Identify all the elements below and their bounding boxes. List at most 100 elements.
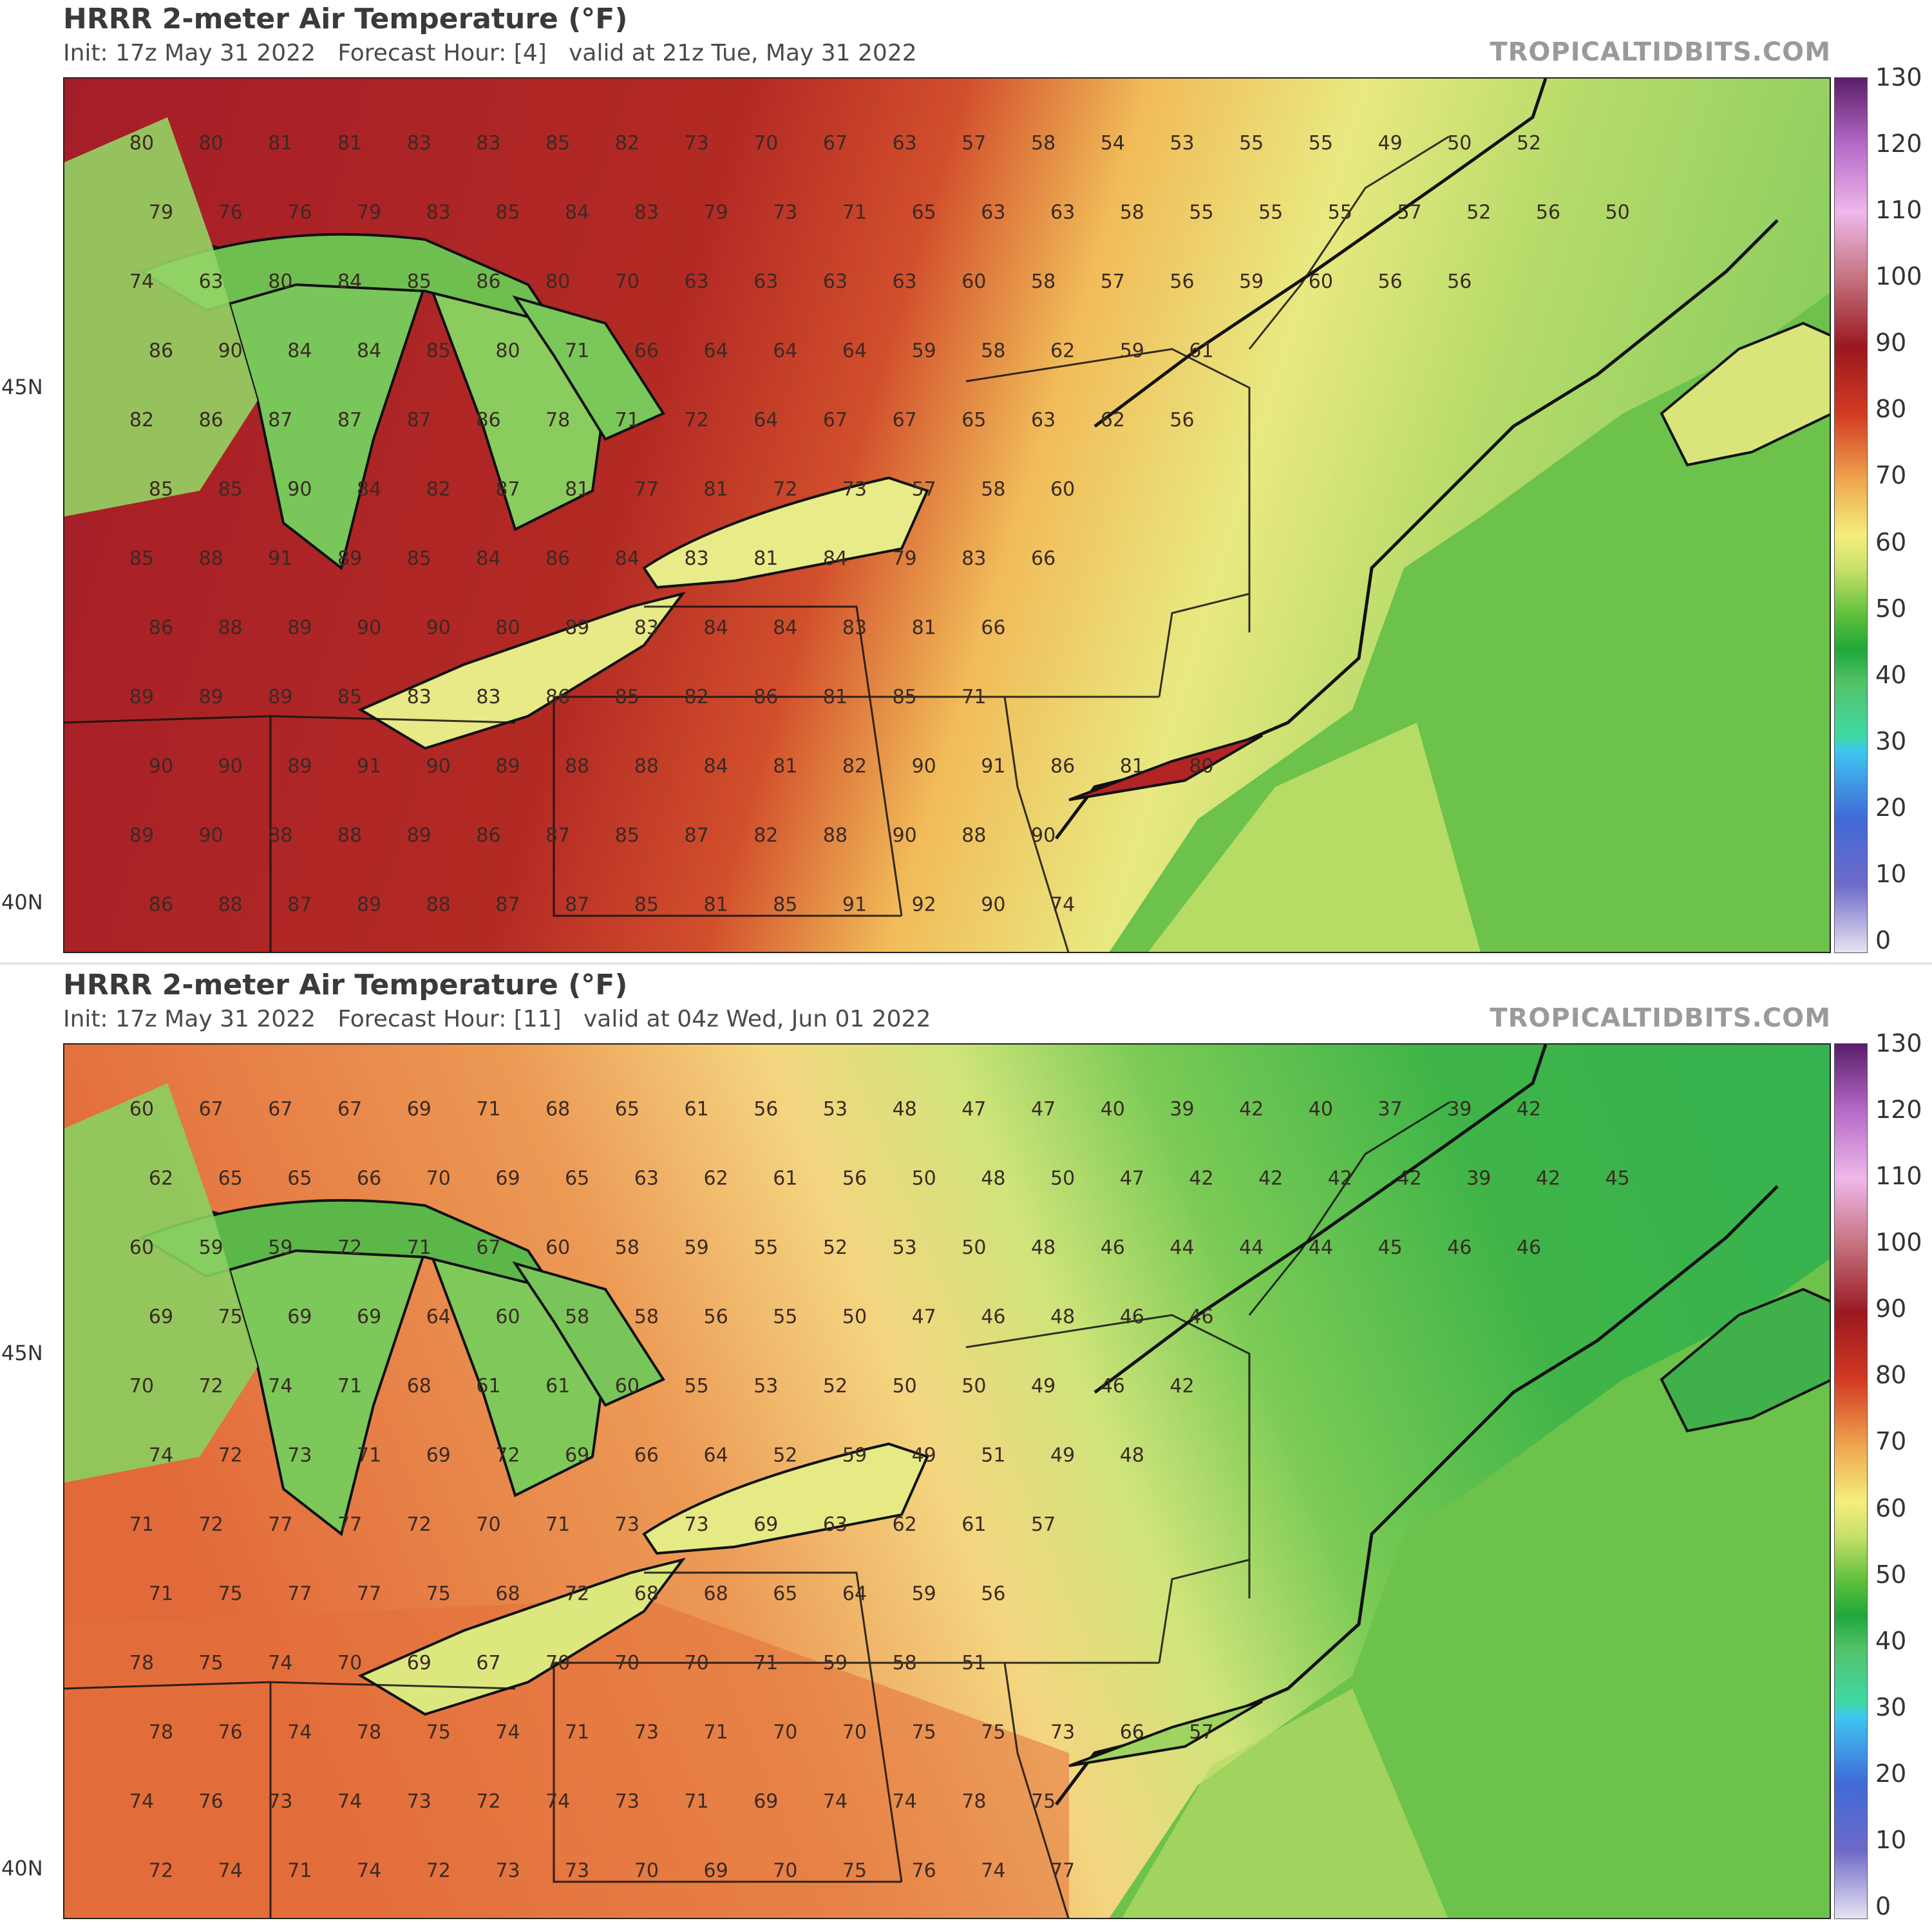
temp-value: 75 [426,1583,451,1605]
temp-value: 40 [1101,1098,1125,1121]
temp-value: 54 [1101,132,1125,155]
temp-value: 72 [199,1513,223,1536]
temp-value: 67 [337,1098,362,1121]
temp-value: 44 [1170,1236,1194,1259]
temp-value: 55 [773,1306,797,1329]
temp-value: 80 [129,132,154,155]
colorbar-tick-label: 0 [1875,926,1891,954]
temp-value: 63 [634,1168,659,1190]
colorbar-tick-label: 30 [1875,1692,1907,1721]
temp-value: 72 [426,1860,451,1882]
temp-value: 74 [823,1790,848,1813]
temperature-map[interactable]: 80 80 81 81 83 83 85 82 73 70 67 63 57 58 54 53 55 55 49 50… [63,77,1831,953]
map-title: HRRR 2-meter Air Temperature (°F) [63,969,628,1001]
temp-value: 84 [704,617,728,639]
temp-value: 70 [337,1652,362,1674]
temp-value: 71 [842,202,867,224]
colorbar-gradient [1835,1044,1867,1918]
temp-value: 64 [704,1444,728,1467]
temp-value: 64 [753,409,778,431]
colorbar-tick-label: 70 [1875,1427,1907,1456]
temperature-map[interactable]: 60 67 67 67 69 71 68 65 61 56 53 48 47 47 40 39 42 40 37 39… [63,1043,1831,1919]
temp-value: 62 [1050,340,1075,363]
temp-value: 83 [634,617,659,639]
temp-value: 89 [129,824,154,847]
temp-value: 85 [218,478,243,501]
temp-value: 77 [634,478,659,501]
temp-value: 58 [893,1652,917,1674]
temp-value: 69 [565,1444,589,1467]
temp-value: 49 [912,1444,936,1467]
temp-value: 61 [476,1375,500,1397]
temp-value: 84 [615,547,639,570]
temp-value: 60 [495,1306,520,1329]
temp-value: 64 [842,340,867,363]
temp-value: 76 [912,1860,936,1882]
temp-value: 89 [287,755,312,778]
temp-value: 81 [1120,755,1144,778]
temp-value: 78 [149,1721,173,1744]
temp-value: 64 [426,1306,451,1329]
map-subtitle: Init: 17z May 31 2022 Forecast Hour: [11… [63,1006,931,1032]
temp-value: 60 [545,1236,570,1259]
temp-value: 85 [426,340,451,363]
temp-value: 86 [476,270,500,293]
temp-value: 67 [199,1098,223,1121]
temp-value: 44 [1309,1236,1333,1259]
temp-value: 70 [129,1375,154,1397]
temp-value: 84 [287,340,312,363]
temp-value: 73 [685,132,709,155]
temp-value: 65 [912,202,936,224]
temp-value: 60 [1050,478,1075,501]
temp-value: 79 [149,202,173,224]
temp-value: 88 [823,824,848,847]
temp-value: 75 [912,1721,936,1744]
temp-value: 70 [842,1721,867,1744]
temp-value: 77 [357,1583,381,1605]
temp-value: 84 [357,478,381,501]
temp-value: 55 [753,1236,778,1259]
lat-label-40n: 40N [1,890,43,914]
temp-value: 71 [357,1444,381,1467]
colorbar-gradient [1835,78,1867,952]
temp-value: 60 [615,1375,639,1397]
temp-value: 74 [149,1444,173,1467]
temp-value: 85 [615,686,639,708]
colorbar-tick-label: 130 [1875,1029,1922,1057]
temp-value: 90 [426,755,451,778]
temp-value: 56 [704,1306,728,1329]
temp-value: 73 [842,478,867,501]
lat-label-45n: 45N [1,375,43,399]
temp-value: 81 [337,132,362,155]
temp-value: 88 [199,547,223,570]
temp-value: 71 [129,1513,154,1536]
temp-value: 90 [426,617,451,639]
temp-value: 62 [149,1168,173,1190]
temp-value: 81 [753,547,778,570]
lat-label-40n: 40N [1,1856,43,1880]
temp-value: 56 [753,1098,778,1121]
temp-value: 74 [1050,894,1075,916]
colorbar-tick-label: 50 [1875,1560,1907,1589]
temp-value: 72 [685,409,709,431]
temp-value: 74 [495,1721,520,1744]
temp-value: 90 [287,478,312,501]
temp-value: 71 [565,1721,589,1744]
temp-value: 67 [893,409,917,431]
temp-value: 71 [287,1860,312,1882]
temp-value: 64 [842,1583,867,1605]
colorbar-tick-label: 50 [1875,594,1907,623]
temp-value: 46 [1517,1236,1541,1259]
temp-value: 83 [634,202,659,224]
temp-value: 68 [407,1375,431,1397]
temp-value: 61 [961,1513,986,1536]
temp-value: 65 [565,1168,589,1190]
temp-value: 59 [1120,340,1144,363]
panel-separator [0,962,1932,965]
temp-value: 81 [912,617,936,639]
temp-value: 61 [773,1168,797,1190]
temp-value: 57 [1397,202,1422,224]
temp-value: 52 [823,1236,848,1259]
temp-value: 42 [1517,1098,1541,1121]
temp-value: 50 [842,1306,867,1329]
